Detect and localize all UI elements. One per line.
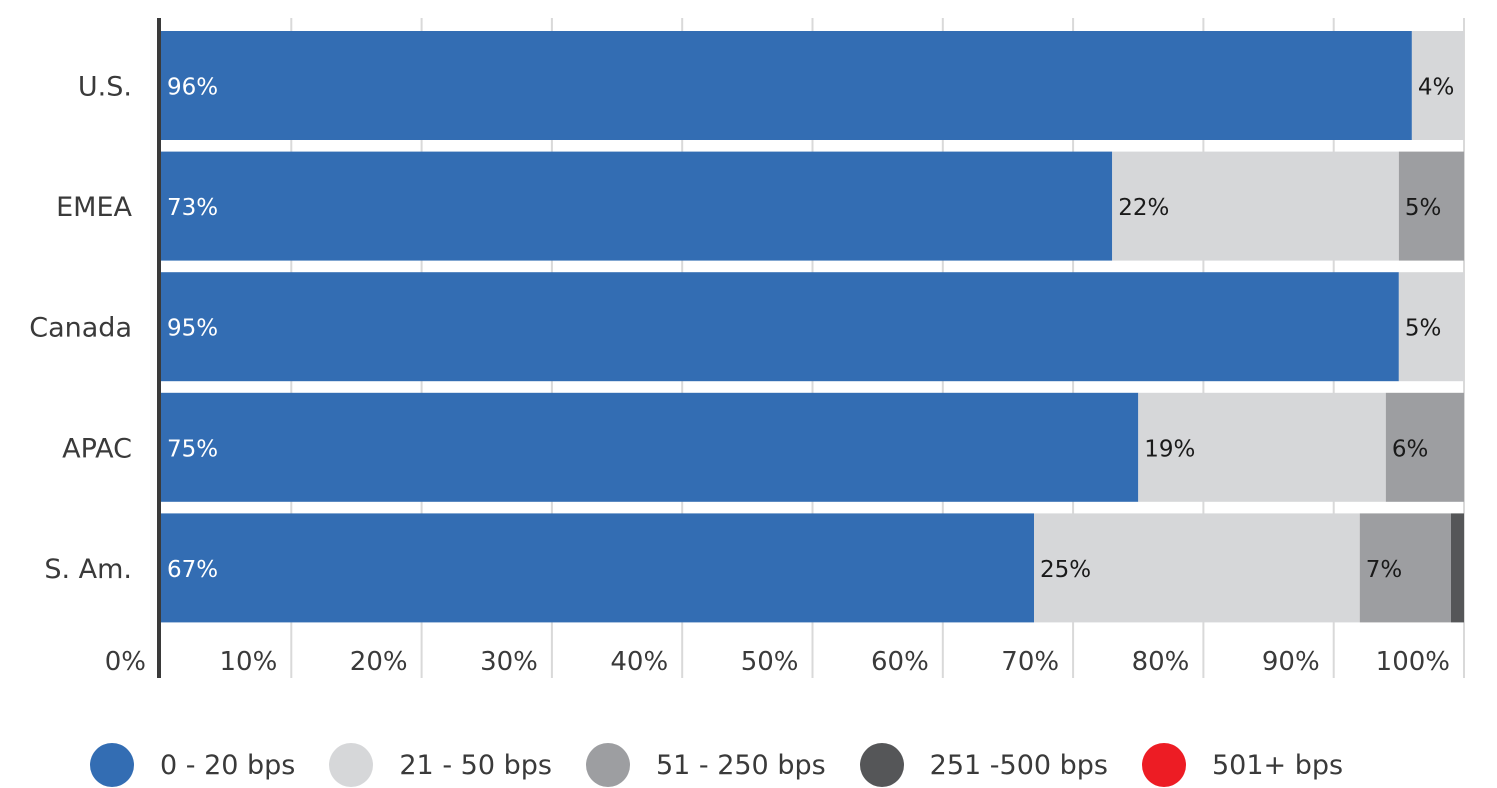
legend-label: 0 - 20 bps [160, 749, 296, 781]
x-tick-label: 70% [1001, 647, 1059, 677]
bar-segment [1398, 151, 1464, 261]
bar-segment [161, 392, 1139, 502]
bar-segment [1034, 513, 1360, 623]
bar-segment [1385, 392, 1464, 502]
legend-item: 251 -500 bps [859, 743, 1108, 787]
x-tick-label: 30% [480, 647, 538, 677]
legend-label: 21 - 50 bps [399, 749, 552, 781]
legend-swatch [585, 743, 630, 787]
x-tick-label: 20% [350, 647, 408, 677]
x-tick-label: 40% [610, 647, 668, 677]
data-label: 96% [167, 75, 218, 101]
bar-segment [161, 151, 1113, 261]
data-label: 67% [167, 557, 218, 583]
data-label: 5% [1405, 195, 1442, 221]
x-tick-label: 100% [1376, 647, 1450, 677]
data-label: 25% [1040, 557, 1091, 583]
x-tick-label: 0% [105, 647, 146, 677]
data-label: 6% [1392, 436, 1429, 462]
bar-segment [1411, 31, 1464, 140]
x-tick-label: 50% [741, 647, 799, 677]
category-label: APAC [62, 433, 132, 464]
category-label: EMEA [56, 192, 132, 223]
legend-swatch [1142, 743, 1186, 787]
legend-label: 501+ bps [1212, 749, 1344, 781]
x-tick-label: 90% [1262, 647, 1320, 677]
bar-segment [1112, 151, 1399, 261]
category-labels-group: U.S. EMEA Canada APAC S. Am. [29, 72, 132, 585]
bar-segment [161, 272, 1399, 382]
category-label: U.S. [78, 72, 132, 103]
bar-segment [1450, 513, 1464, 623]
category-label: S. Am. [44, 554, 132, 585]
data-label: 19% [1144, 436, 1195, 462]
bar-segment [1359, 513, 1451, 623]
legend-item: 51 - 250 bps [585, 743, 826, 787]
legend-label: 51 - 250 bps [655, 749, 826, 781]
legend-item: 501+ bps [1142, 743, 1343, 787]
data-label: 4% [1418, 75, 1455, 101]
data-labels-group: 96% 4% 73% 22% 5% 95% 5% 75% 19% 6% 67% 25% 7% [167, 75, 1454, 583]
legend-swatch [329, 743, 374, 787]
x-tick-label: 80% [1132, 647, 1190, 677]
data-label: 5% [1405, 316, 1442, 342]
data-label: 95% [167, 316, 218, 342]
legend-label: 251 -500 bps [929, 749, 1108, 781]
data-label: 75% [167, 436, 218, 462]
data-label: 22% [1118, 195, 1169, 221]
x-tick-label: 10% [220, 647, 278, 677]
bar-segment [161, 31, 1412, 140]
legend-item: 0 - 20 bps [90, 743, 295, 787]
bars-group [161, 31, 1464, 623]
legend-swatch [859, 743, 904, 787]
legend: 0 - 20 bps 21 - 50 bps 51 - 250 bps 251 -50… [90, 742, 1377, 788]
x-tick-label: 60% [871, 647, 929, 677]
legend-item: 21 - 50 bps [329, 743, 552, 787]
x-tick-labels-group: 0% 10% 20% 30% 40% 50% 60% 70% 80% 90% 100% [105, 647, 1450, 677]
bar-segment [1138, 392, 1386, 502]
category-label: Canada [29, 313, 132, 344]
bar-segment [1398, 272, 1464, 382]
legend-swatch [90, 743, 134, 787]
bar-segment [161, 513, 1035, 623]
data-label: 7% [1366, 557, 1403, 583]
data-label: 73% [167, 195, 218, 221]
